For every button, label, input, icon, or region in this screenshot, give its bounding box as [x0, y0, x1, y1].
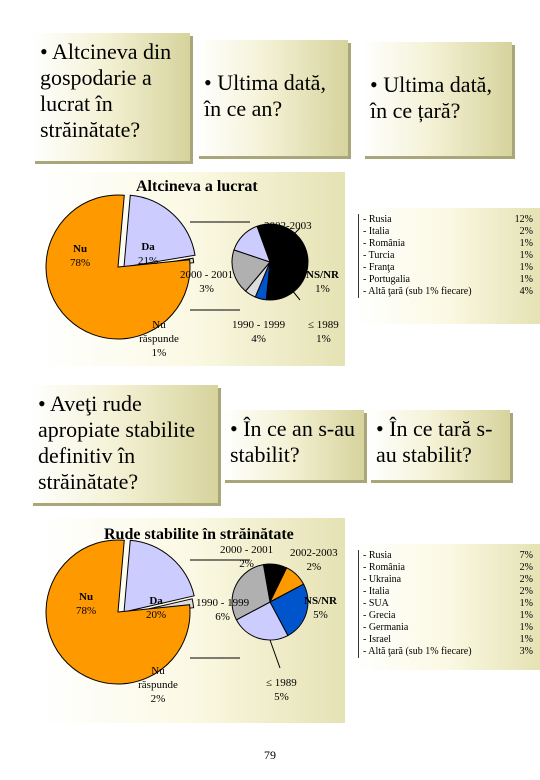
year-label-1989: ≤ 1989 5% — [266, 677, 297, 703]
question-box-last-country: • Ultima dată, în ce țară? — [362, 42, 512, 156]
country-name: - Israel — [363, 634, 392, 645]
pie-slice-nu — [45, 194, 191, 340]
question-text: • Ultima dată, în ce an? — [204, 70, 326, 121]
connector-line — [286, 283, 301, 301]
country-row: - Israel 1% — [363, 634, 533, 646]
question-box-year-settled: • În ce an s-au stabilit? — [222, 410, 364, 480]
country-value: 2% — [519, 586, 533, 597]
year-label-1990-1999: 1990 - 1999 4% — [232, 319, 286, 345]
year-slice-3 — [235, 601, 289, 641]
country-name: - Italia — [363, 586, 390, 597]
question-box-last-year: • Ultima dată, în ce an? — [196, 40, 348, 156]
pie-slice-da — [123, 539, 195, 613]
country-value: 2% — [519, 562, 533, 573]
country-value: 7% — [519, 550, 533, 561]
country-name: - Altă ţară (sub 1% fiecare) — [363, 646, 472, 657]
country-name: - Rusia — [363, 214, 392, 225]
question-box-country-settled: • În ce tară s-au stabilit? — [368, 410, 510, 480]
slice-label-nu-raspunde: Nu răspunde 1% — [139, 319, 179, 359]
country-value: 1% — [519, 274, 533, 285]
country-row: - Altă ţară (sub 1% fiecare) 3% — [363, 646, 533, 658]
country-row: - Altă ţară (sub 1% fiecare) 4% — [363, 286, 533, 298]
country-row: - Rusia 12% — [363, 214, 533, 226]
connector-line — [289, 227, 301, 239]
year-slice-2 — [269, 583, 309, 637]
year-label-nsnr: NS/NR 5% — [304, 595, 338, 621]
country-row: - Italia 2% — [363, 226, 533, 238]
country-name: - Italia — [363, 226, 390, 237]
country-value: 12% — [514, 214, 533, 225]
country-value: 1% — [519, 598, 533, 609]
country-name: - Grecia — [363, 610, 396, 621]
slice-label-nu: Nu 78% — [70, 243, 91, 269]
question-text: • În ce tară s-au stabilit? — [376, 416, 493, 467]
year-label-2002-2003: 2002-2003 12% — [264, 220, 312, 246]
country-panel-top — [354, 208, 540, 324]
country-value: 2% — [519, 226, 533, 237]
slice-label-nu: Nu 78% — [76, 591, 97, 617]
slice-label-da: Da 20% — [146, 595, 167, 621]
country-name: - România — [363, 562, 405, 573]
country-row: - Germania 1% — [363, 622, 533, 634]
year-slice-0 — [256, 223, 309, 301]
country-row: - România 2% — [363, 562, 533, 574]
country-name: - Altă ţară (sub 1% fiecare) — [363, 286, 472, 297]
country-name: - SUA — [363, 598, 389, 609]
country-value: 3% — [519, 646, 533, 657]
country-row: - Grecia 1% — [363, 610, 533, 622]
chart-title-top: Altcineva a lucrat — [136, 178, 258, 195]
country-name: - Rusia — [363, 550, 392, 561]
year-label-1989: ≤ 1989 1% — [308, 319, 339, 345]
country-row: - Italia 2% — [363, 586, 533, 598]
pie-slice-da — [123, 194, 196, 268]
country-value: 1% — [519, 250, 533, 261]
pie-slice-nu — [45, 539, 191, 685]
question-box-worked-abroad: • Altcineva din gospodarie a lucrat în s… — [32, 33, 190, 161]
country-row: - Ukraina 2% — [363, 574, 533, 586]
question-text: • Aveţi rude apropiate stabilite definit… — [38, 391, 195, 494]
country-row: - Portugalia 1% — [363, 274, 533, 286]
country-name: - Turcia — [363, 250, 395, 261]
year-slice-4 — [233, 225, 271, 263]
country-panel-bottom — [354, 544, 540, 670]
question-box-relatives: • Aveţi rude apropiate stabilite definit… — [30, 385, 218, 503]
year-slice-4 — [231, 563, 271, 621]
country-value: 1% — [519, 622, 533, 633]
question-text: • Ultima dată, în ce țară? — [370, 72, 492, 123]
country-name: - Germania — [363, 622, 409, 633]
slice-label-nu-raspunde: Nu răspunde 2% — [138, 665, 178, 705]
country-list-bottom: - Rusia 7% - România 2% - Ukraina 2% - Italia 2… — [358, 550, 533, 658]
connector-line — [269, 639, 281, 669]
year-label-2000-2001: 2000 - 2001 2% — [220, 544, 274, 570]
year-slice-3 — [231, 249, 271, 292]
question-text: • În ce an s-au stabilit? — [230, 416, 355, 467]
country-row: - Turcia 1% — [363, 250, 533, 262]
slice-label-da: Da 21% — [138, 241, 159, 267]
country-row: - Franţa 1% — [363, 262, 533, 274]
country-value: 1% — [519, 262, 533, 273]
question-text: • Altcineva din gospodarie a lucrat în s… — [40, 39, 172, 142]
country-row: - România 1% — [363, 238, 533, 250]
year-label-2002-2003: 2002-2003 2% — [290, 547, 338, 573]
year-label-2000-2001: 2000 - 2001 3% — [180, 269, 234, 295]
page-number: 79 — [264, 748, 276, 762]
chart-title-bottom: Rude stabilite în străinătate — [104, 526, 294, 543]
country-name: - Portugalia — [363, 274, 410, 285]
country-value: 1% — [519, 610, 533, 621]
country-list-top: - Rusia 12% - Italia 2% - România 1% - Turcia 1… — [358, 214, 533, 298]
country-value: 1% — [519, 634, 533, 645]
country-row: - Rusia 7% — [363, 550, 533, 562]
country-name: - Ukraina — [363, 574, 402, 585]
country-row: - SUA 1% — [363, 598, 533, 610]
country-name: - România — [363, 238, 405, 249]
country-value: 2% — [519, 574, 533, 585]
year-label-nsnr: NS/NR 1% — [306, 269, 340, 295]
country-name: - Franţa — [363, 262, 395, 273]
country-value: 1% — [519, 238, 533, 249]
country-value: 4% — [519, 286, 533, 297]
year-label-1990-1999: 1990 - 1999 6% — [196, 597, 250, 623]
